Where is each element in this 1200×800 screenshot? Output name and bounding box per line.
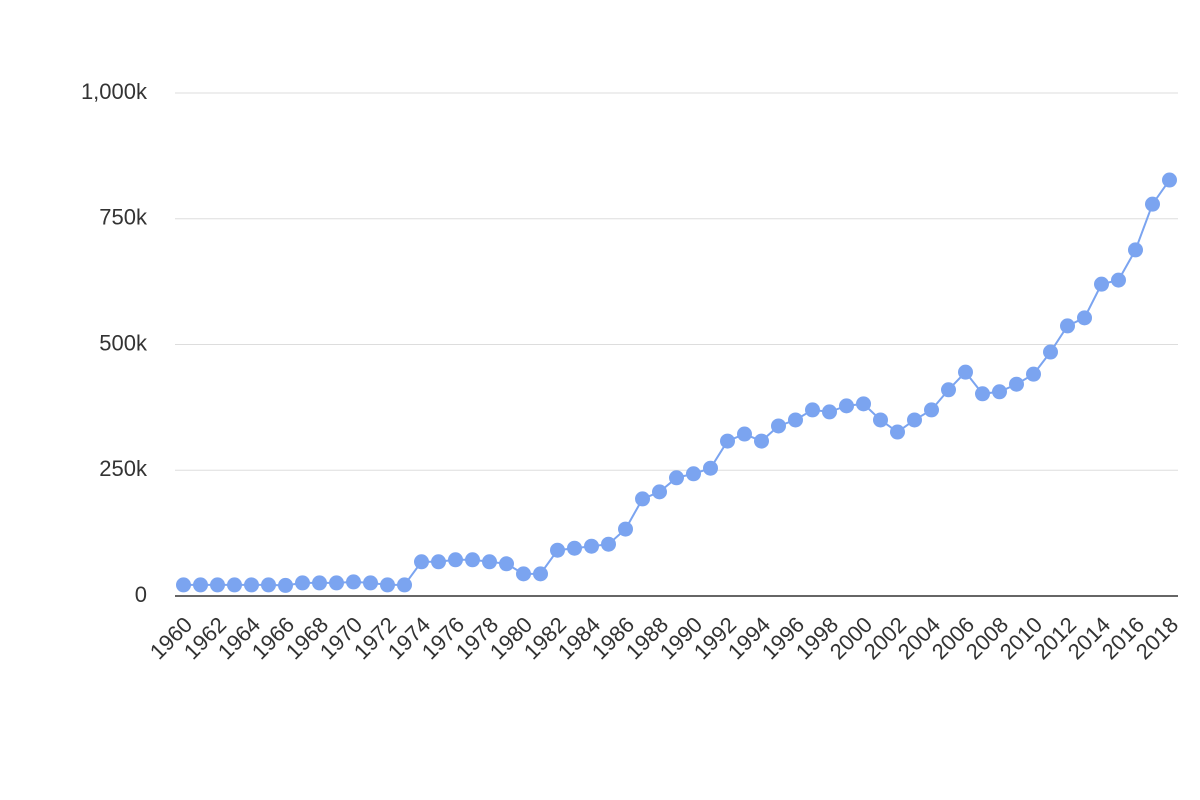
point — [261, 577, 276, 593]
point — [601, 536, 616, 552]
point — [329, 575, 344, 591]
point — [805, 402, 820, 418]
point — [771, 418, 786, 434]
y-tick-label: 250k — [99, 456, 148, 481]
point — [958, 364, 973, 380]
point — [703, 460, 718, 476]
y-tick-label: 1,000k — [81, 79, 148, 104]
point — [465, 552, 480, 568]
point — [788, 412, 803, 428]
point — [414, 554, 429, 570]
point — [1111, 272, 1126, 288]
point — [669, 470, 684, 486]
point — [737, 426, 752, 442]
point — [516, 566, 531, 582]
point — [550, 542, 565, 558]
point — [346, 574, 361, 590]
point — [992, 384, 1007, 400]
point — [431, 554, 446, 570]
point — [1043, 344, 1058, 360]
point — [176, 577, 191, 593]
y-tick-label: 500k — [99, 330, 148, 355]
point — [312, 575, 327, 591]
point — [975, 386, 990, 402]
point — [720, 433, 735, 449]
point — [295, 575, 310, 591]
point — [890, 424, 905, 440]
point — [227, 577, 242, 593]
point — [822, 404, 837, 420]
point — [380, 577, 395, 593]
point — [873, 412, 888, 428]
point — [1162, 172, 1177, 188]
point — [244, 577, 259, 593]
point — [584, 538, 599, 554]
point — [618, 521, 633, 537]
point — [635, 491, 650, 507]
point — [1145, 196, 1160, 212]
point — [1077, 310, 1092, 326]
point — [363, 575, 378, 591]
point — [839, 398, 854, 414]
point — [533, 566, 548, 582]
point — [924, 402, 939, 418]
point — [686, 466, 701, 482]
point — [448, 552, 463, 568]
point — [941, 382, 956, 398]
point — [754, 433, 769, 449]
point — [193, 577, 208, 593]
point — [210, 577, 225, 593]
point — [1128, 242, 1143, 258]
point — [397, 577, 412, 593]
point — [1026, 366, 1041, 382]
point — [1009, 376, 1024, 392]
y-tick-label: 750k — [99, 205, 148, 230]
point — [652, 484, 667, 500]
point — [1060, 318, 1075, 334]
point — [1094, 276, 1109, 292]
point — [907, 412, 922, 428]
y-tick-label: 0 — [135, 582, 147, 607]
point — [567, 540, 582, 556]
point — [482, 554, 497, 570]
point — [856, 396, 871, 412]
point — [278, 577, 293, 593]
point — [499, 556, 514, 572]
